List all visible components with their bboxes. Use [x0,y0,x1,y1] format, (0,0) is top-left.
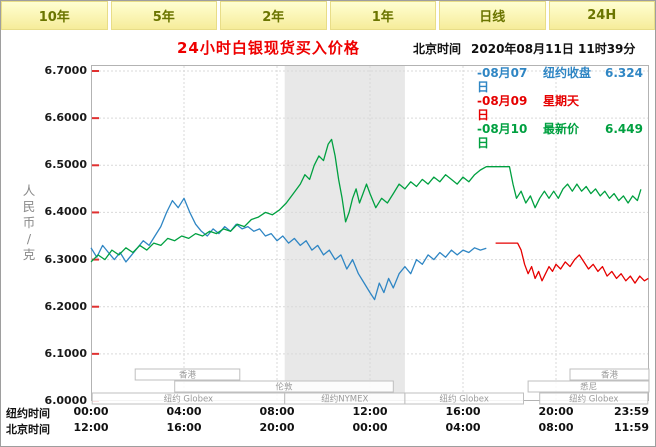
legend-value: 6.449 [605,122,643,136]
x-axis-time-label: 12:00 [352,405,388,418]
nymex-session-shading [284,66,405,400]
y-axis-tick-label: 6.6000 [44,111,87,125]
market-session-box [527,380,650,393]
beijing-timestamp: 北京时间 2020年08月11日 11时39分 [413,40,635,57]
legend-item-aug09: -08月09日 星期天 [477,94,649,122]
legend-label: 星期天 [543,94,580,108]
market-session-label: 纽约 Globex [440,394,489,405]
legend-date: -08月07日 [477,66,528,94]
legend-date: -08月10日 [477,122,528,150]
legend-item-aug10: -08月10日 最新价 6.449 [477,122,649,150]
x-axis-beijing: 北京时间 12:00 16:00 20:00 00:00 04:00 08:00 11:59 [1,421,655,436]
timestamp-label: 北京时间 [413,42,462,56]
x-axis-time-label: 00:00 [352,421,388,434]
legend: -08月07日 纽约收盘 6.324 -08月09日 星期天 -08月10日 最… [477,66,649,150]
y-axis-tick-label: 6.3000 [44,252,87,266]
x-axis-time-label: 20:00 [538,405,574,418]
x-axis-time-label: 16:00 [166,421,202,434]
market-session-label: 香港 [179,370,197,381]
price-series-08月09日 [495,242,649,284]
market-session-label: 纽约NYMEX [321,394,368,405]
market-session-box [134,368,241,381]
tab-24h[interactable]: 24H [548,1,655,30]
x-axis-time-label: 23:59 [613,405,649,418]
tab-2y[interactable]: 2年 [220,1,327,30]
legend-label: 最新价 [543,122,580,136]
y-axis-tick-label: 6.7000 [44,64,87,77]
legend-value [605,94,649,122]
page-title: 24小时白银现货买入价格 [177,39,360,57]
market-session-label: 纽约 Globex [164,394,213,405]
price-series-08月10日 [90,138,642,263]
y-axis-tick-label: 6.0000 [44,394,87,407]
x-axis-time-label: 08:00 [259,405,295,418]
y-axis-unit-label: 人 民 币 / 克 [22,183,36,262]
y-axis-tick-label: 6.2000 [44,299,87,313]
market-session-box [569,368,650,381]
market-session-box [174,380,394,393]
market-session-label: 纽约 Globex [569,394,618,405]
price-series-08月07日 [90,197,487,301]
x-axis-time-label: 20:00 [259,421,295,434]
x-axis-time-label: 04:00 [445,421,481,434]
market-session-label: 伦敦 [275,382,293,393]
x-axis-newyork: 纽约时间 00:00 04:00 08:00 12:00 16:00 20:00 23:59 [1,405,655,420]
x-axis-beijing-label: 北京时间 [6,423,50,436]
y-axis-tick-label: 6.5000 [44,158,87,172]
legend-label: 纽约收盘 [543,66,592,80]
y-axis-tick-label: 6.4000 [44,205,87,219]
tab-1y[interactable]: 1年 [329,1,436,30]
tab-10y[interactable]: 10年 [1,1,108,30]
x-axis-time-label: 08:00 [538,421,574,434]
market-session-label: 香港 [601,370,619,381]
x-axis-time-label: 11:59 [613,421,649,434]
y-axis-tick-label: 6.1000 [44,346,87,360]
x-axis-time-label: 04:00 [166,405,202,418]
x-axis-newyork-label: 纽约时间 [6,407,50,420]
legend-value: 6.324 [605,66,643,80]
x-axis-time-label: 16:00 [445,405,481,418]
legend-date: -08月09日 [477,94,528,122]
x-axis-time-label: 00:00 [73,405,109,418]
market-session-label: 悉尼 [580,382,597,393]
period-tabbar: 10年 5年 2年 1年 日线 24H [1,1,655,30]
tab-5y[interactable]: 5年 [110,1,217,30]
market-session-box [404,392,524,405]
tab-daily[interactable]: 日线 [439,1,546,30]
timestamp-value: 2020年08月11日 11时39分 [471,42,636,56]
market-session-box [539,392,649,405]
x-axis-time-label: 12:00 [73,421,109,434]
legend-item-aug07: -08月07日 纽约收盘 6.324 [477,66,649,94]
